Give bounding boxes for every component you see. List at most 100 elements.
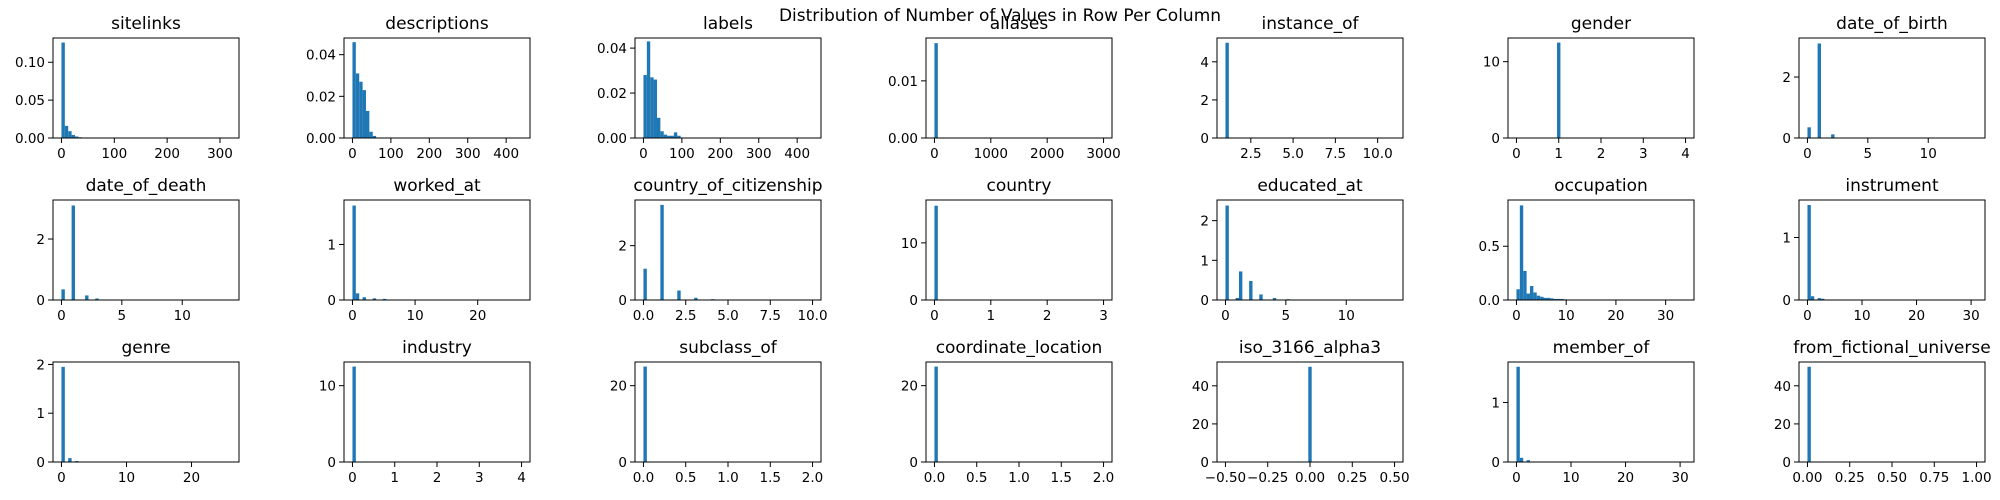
x-tick-label: 1: [1554, 146, 1563, 162]
x-tick-label: 1.0: [717, 470, 738, 486]
histogram-bar: [1225, 42, 1229, 139]
axes-frame: [925, 199, 1113, 301]
axes-frame: [1507, 199, 1695, 301]
x-tick-label: 2.5: [675, 308, 696, 324]
x-tick-label: 0: [1512, 470, 1521, 486]
y-tick-label: 2: [36, 232, 45, 248]
y-tick-label: 2: [618, 239, 627, 255]
histogram-bar: [352, 366, 356, 462]
y-tick-label: 1: [1200, 253, 1209, 269]
axes-frame: [52, 361, 240, 463]
x-tick-label: 0: [348, 146, 357, 162]
histogram-bar: [1516, 366, 1520, 462]
histogram-bar: [352, 205, 356, 300]
x-tick-label: 2: [1043, 308, 1052, 324]
x-tick-label: 1.5: [760, 470, 781, 486]
y-tick-label: 40: [1192, 379, 1209, 395]
histogram-bar: [362, 297, 366, 300]
subplot-title: country_of_citizenship: [633, 176, 822, 196]
y-tick-label: 10: [319, 379, 336, 395]
x-tick-label: 10: [1562, 470, 1579, 486]
y-tick-label: 0: [36, 293, 45, 309]
subplot-title: from_fictional_universe: [1793, 338, 1990, 358]
histogram-bar: [61, 366, 65, 462]
x-tick-label: 10: [1853, 308, 1870, 324]
x-tick-label: 400: [784, 146, 810, 162]
x-tick-label: 2.5: [1240, 146, 1261, 162]
y-tick-label: 20: [1774, 417, 1791, 433]
x-tick-label: 1.5: [1051, 470, 1072, 486]
axes-frame: [1507, 361, 1695, 463]
subplot-title: occupation: [1554, 176, 1648, 196]
x-tick-label: 3: [1639, 146, 1648, 162]
x-tick-label: 1: [390, 470, 399, 486]
y-tick-label: 20: [1192, 417, 1209, 433]
subplot-subclass-of: subclass_of 0.0 0.5 1.0 1.5 2.0 0 20: [610, 338, 823, 486]
x-tick-label: 10: [118, 470, 135, 486]
x-tick-label: 1: [987, 308, 996, 324]
y-tick-label: 0: [909, 293, 918, 309]
subplot-title: sitelinks: [111, 14, 181, 34]
x-tick-label: 5: [118, 308, 127, 324]
y-tick-label: 0: [327, 293, 336, 309]
histogram-bar: [85, 295, 89, 300]
x-tick-label: 0.50: [1380, 470, 1410, 486]
histogram-bar: [74, 136, 79, 138]
histogram-bar: [1238, 271, 1243, 300]
x-tick-label: 0: [930, 146, 939, 162]
subplot-country-of-citizenship: country_of_citizenship 0.0 2.5 5.0 7.5 10.0 0 2: [618, 176, 827, 324]
histogram-bar: [1557, 298, 1561, 300]
histogram-bar: [61, 289, 65, 300]
y-tick-label: 0.00: [888, 131, 918, 147]
x-tick-label: 10: [406, 308, 423, 324]
x-tick-label: 0: [348, 470, 357, 486]
y-tick-label: 0.00: [15, 131, 45, 147]
histogram-bar: [660, 204, 664, 300]
histogram-bar: [1810, 296, 1815, 300]
histogram-bar: [68, 458, 72, 462]
histogram-bar: [1807, 127, 1811, 138]
y-tick-label: 0: [618, 455, 627, 471]
x-tick-label: 20: [183, 470, 200, 486]
y-tick-label: 1: [1782, 231, 1791, 247]
histogram-bar: [95, 298, 99, 300]
y-tick-label: 2: [1200, 93, 1209, 109]
x-tick-label: 300: [207, 146, 233, 162]
x-tick-label: 4: [1681, 146, 1690, 162]
y-tick-label: 0.04: [306, 48, 336, 64]
histogram-bar: [1807, 205, 1811, 300]
subplot-educated-at: educated_at 0 5 10 0 1 2: [1200, 176, 1404, 324]
histogram-bar: [1235, 298, 1239, 300]
y-tick-label: 4: [1200, 55, 1209, 71]
x-tick-label: 20: [1607, 308, 1624, 324]
y-tick-label: 2: [1200, 214, 1209, 230]
subplot-date-of-birth: date_of_birth 0 5 10 0 2: [1782, 14, 1986, 162]
subplot-sitelinks: sitelinks 0 100 200 300 0.00 0.05 0.10: [15, 14, 240, 162]
histogram-bar: [365, 110, 370, 138]
x-tick-label: 100: [669, 146, 695, 162]
x-tick-label: 2.0: [1093, 470, 1114, 486]
y-tick-label: 0: [1200, 131, 1209, 147]
x-tick-label: 0.25: [1337, 470, 1367, 486]
axes-frame: [343, 199, 531, 301]
histogram-bar: [1831, 134, 1835, 138]
histogram-bar: [1272, 298, 1277, 300]
subplot-instrument: instrument 0 10 20 30 0 1: [1782, 176, 1986, 324]
y-tick-label: 0: [1200, 455, 1209, 471]
histogram-bar: [677, 135, 681, 138]
subplot-title: descriptions: [385, 14, 489, 34]
histogram-bar: [369, 131, 373, 138]
x-tick-label: 0.25: [1835, 470, 1865, 486]
y-tick-label: 0.00: [306, 131, 336, 147]
axes-frame: [925, 37, 1113, 139]
x-tick-label: 10.0: [1363, 146, 1393, 162]
x-tick-label: 0.0: [924, 470, 945, 486]
histogram-bar: [359, 81, 363, 138]
histogram-bar: [934, 205, 938, 300]
axes-frame: [634, 37, 822, 139]
x-tick-label: 30: [1657, 308, 1674, 324]
subplot-aliases: aliases 0 1000 2000 3000 0.00 0.01: [888, 14, 1121, 162]
histogram-bar: [663, 134, 668, 138]
y-tick-label: 0: [327, 455, 336, 471]
histogram-bar: [1519, 205, 1524, 300]
